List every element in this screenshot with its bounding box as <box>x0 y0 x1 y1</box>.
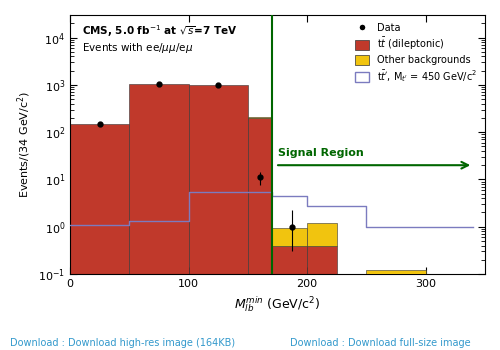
Bar <box>70 124 130 350</box>
Bar <box>366 270 426 350</box>
Text: Download : Download high-res image (164KB): Download : Download high-res image (164K… <box>10 338 235 349</box>
Bar <box>248 117 272 118</box>
Text: Signal Region: Signal Region <box>278 148 364 158</box>
Bar <box>272 228 307 246</box>
Text: Events with ee/$\mu\mu$/e$\mu$: Events with ee/$\mu\mu$/e$\mu$ <box>82 41 194 55</box>
Legend: Data, t$\bar{t}$ (dileptonic), Other backgrounds, t$\bar{t}'$, M$_{t'}$ = 450 Ge: Data, t$\bar{t}$ (dileptonic), Other bac… <box>352 20 480 87</box>
Bar <box>248 118 272 350</box>
Y-axis label: Events/(34 GeV/c$^{2}$): Events/(34 GeV/c$^{2}$) <box>15 91 32 198</box>
Bar <box>307 223 337 246</box>
Bar <box>272 246 307 350</box>
Bar <box>307 246 337 350</box>
Bar <box>188 85 248 350</box>
Bar <box>130 84 188 350</box>
X-axis label: $M_{lb}^{min}$ (GeV/c$^{2}$): $M_{lb}^{min}$ (GeV/c$^{2}$) <box>234 294 320 314</box>
Text: CMS, 5.0 fb$^{-1}$ at $\sqrt{s}$=7 TeV: CMS, 5.0 fb$^{-1}$ at $\sqrt{s}$=7 TeV <box>82 23 238 38</box>
Text: Download : Download full-size image: Download : Download full-size image <box>290 338 470 349</box>
